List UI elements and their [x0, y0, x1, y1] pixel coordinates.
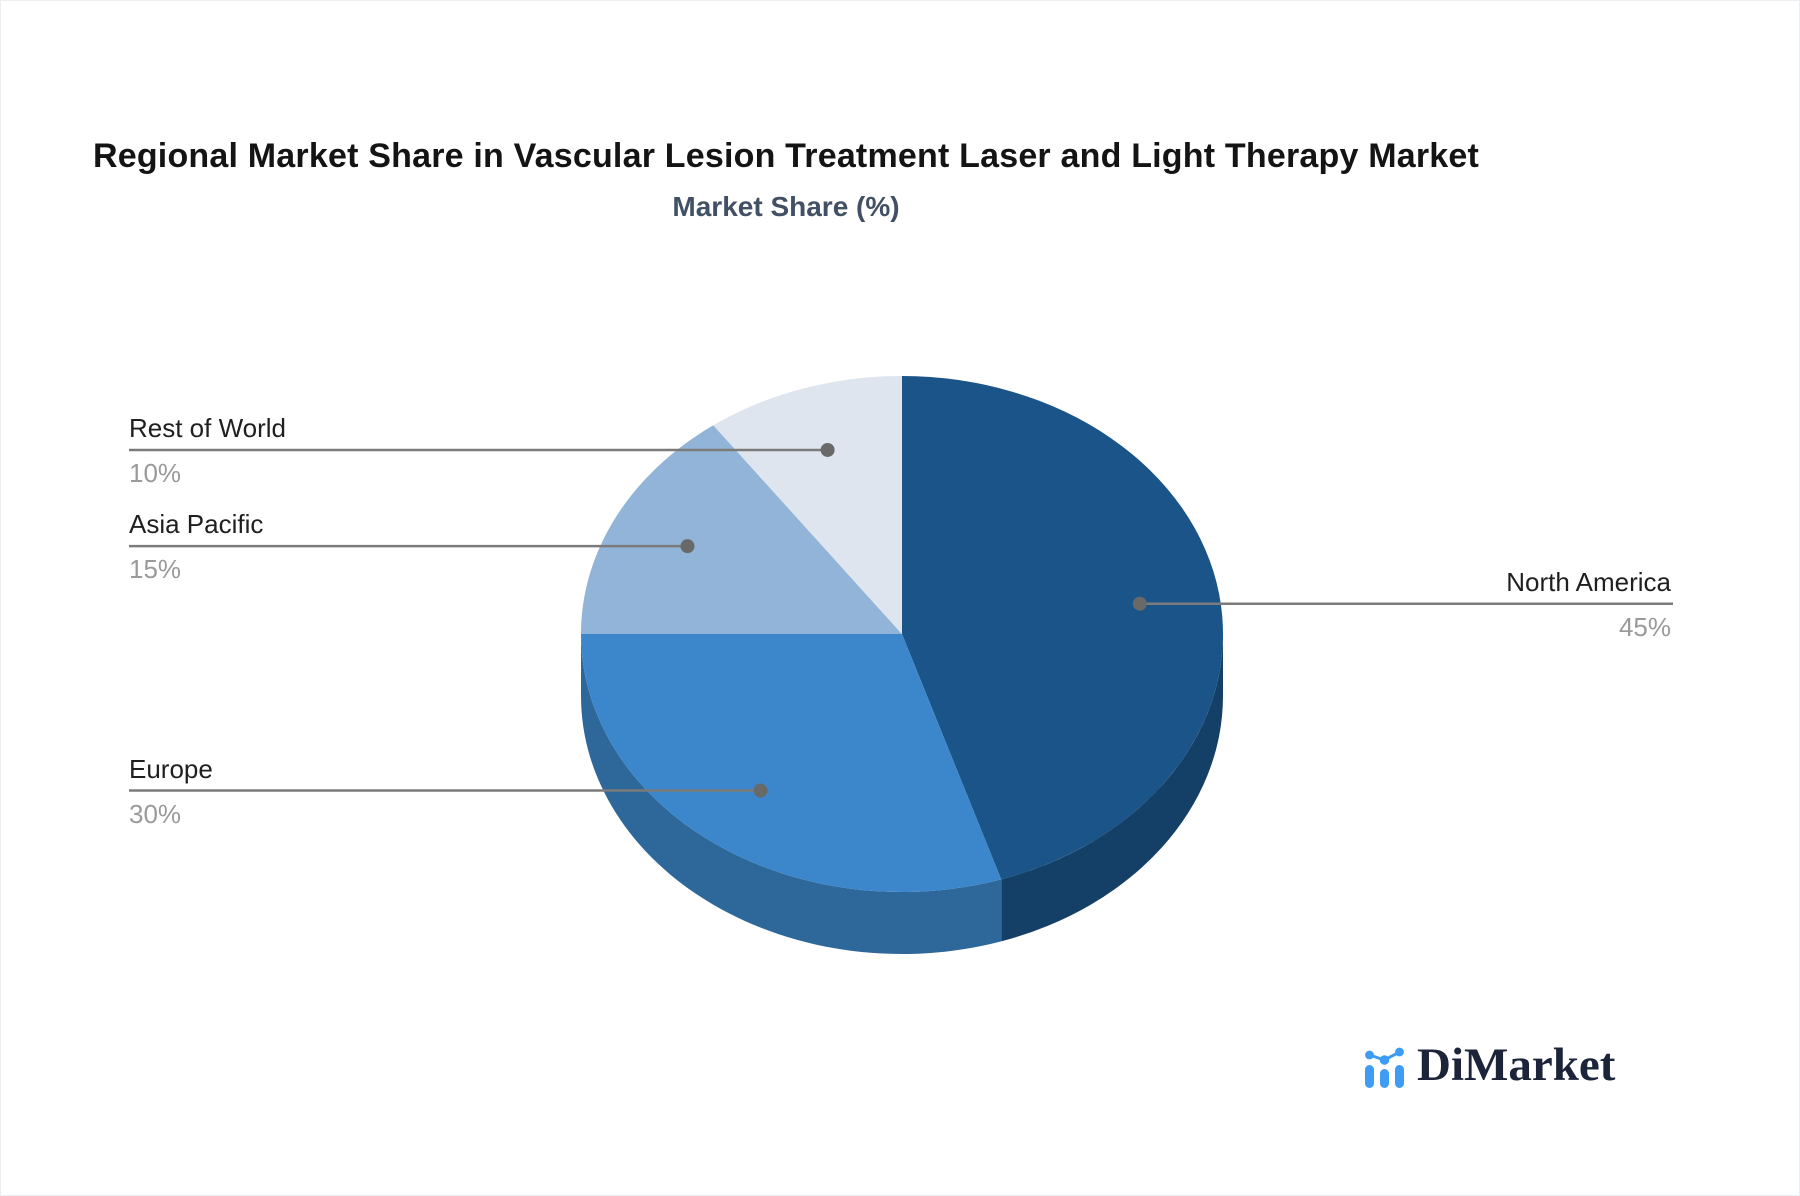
slice-value-asia-pacific: 15% — [129, 554, 182, 585]
bar-line-chart-icon — [1365, 1047, 1404, 1088]
slice-value-north-america: 45% — [1618, 611, 1671, 642]
pie-slice-north-america[interactable] — [902, 376, 1223, 880]
slice-label-north-america: North America — [1506, 566, 1671, 597]
leader-dot-north-america — [1132, 596, 1147, 611]
leader-dot-asia-pacific — [680, 539, 695, 554]
slice-label-rest-of-world: Rest of World — [129, 412, 287, 443]
pie-slice-side-europe — [580, 634, 1002, 954]
slice-value-europe: 30% — [129, 798, 182, 829]
logo-wordmark: DiMarket — [1417, 1038, 1616, 1091]
leader-dot-rest-of-world — [820, 442, 835, 457]
pie-slice-side-north-america — [1001, 634, 1223, 942]
slice-label-asia-pacific: Asia Pacific — [129, 509, 264, 540]
pie-slice-europe[interactable] — [580, 634, 1002, 892]
pie-slice-rest-of-world[interactable] — [713, 376, 902, 634]
leader-dot-europe — [753, 783, 768, 798]
slice-value-rest-of-world: 10% — [129, 457, 182, 488]
pie-slice-asia-pacific[interactable] — [581, 425, 902, 634]
slice-label-europe: Europe — [129, 753, 213, 784]
chart-title: Regional Market Share in Vascular Lesion… — [92, 137, 1480, 175]
chart-subtitle: Market Share (%) — [672, 191, 900, 222]
dimarket-logo: DiMarket — [1364, 1039, 1615, 1095]
